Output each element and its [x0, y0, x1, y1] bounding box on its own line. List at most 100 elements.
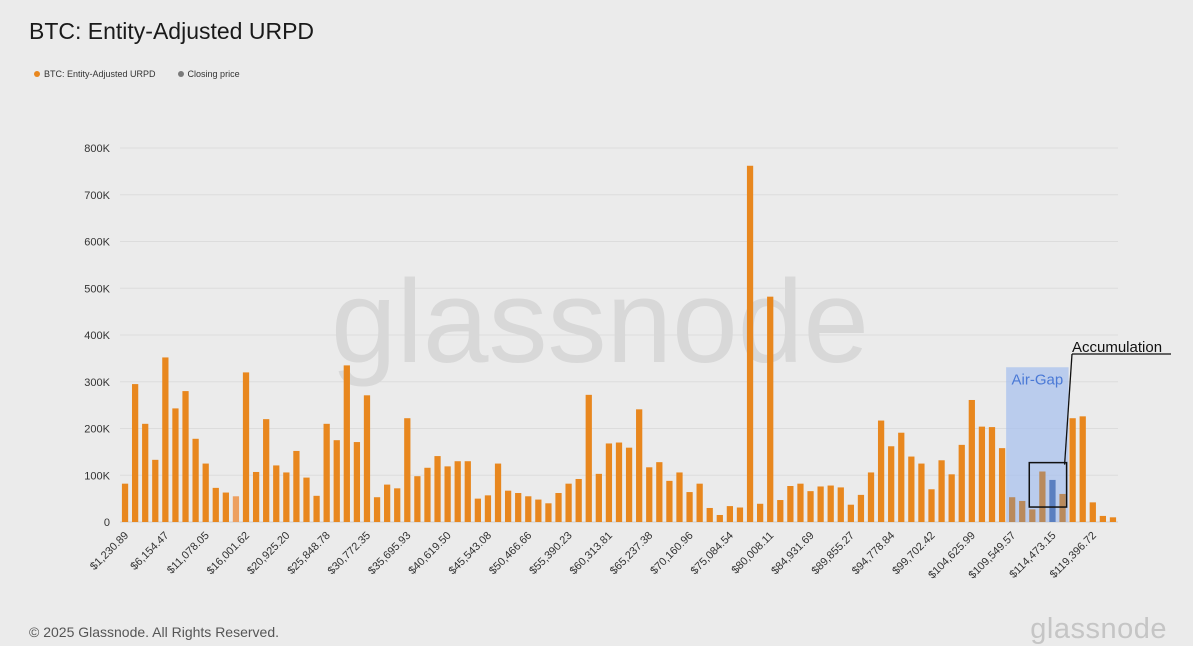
- bar[interactable]: [767, 296, 774, 522]
- bar[interactable]: [515, 493, 522, 522]
- bar[interactable]: [837, 487, 844, 522]
- bar[interactable]: [1069, 418, 1076, 522]
- bar[interactable]: [212, 487, 219, 522]
- bar[interactable]: [797, 483, 804, 522]
- bar[interactable]: [222, 492, 229, 522]
- bar[interactable]: [595, 473, 602, 522]
- bar[interactable]: [303, 477, 310, 522]
- bar[interactable]: [162, 357, 169, 522]
- bar[interactable]: [454, 461, 461, 522]
- bar[interactable]: [857, 494, 865, 522]
- bar[interactable]: [585, 394, 592, 522]
- bar[interactable]: [414, 476, 421, 522]
- bar[interactable]: [263, 419, 270, 522]
- bar[interactable]: [928, 489, 935, 522]
- bar[interactable]: [1049, 479, 1056, 522]
- bar[interactable]: [192, 438, 199, 522]
- bar[interactable]: [958, 444, 965, 522]
- bar[interactable]: [242, 372, 250, 522]
- bar[interactable]: [373, 497, 381, 522]
- bar[interactable]: [706, 507, 713, 522]
- bar[interactable]: [363, 395, 371, 522]
- bar[interactable]: [545, 503, 552, 522]
- bar[interactable]: [827, 485, 834, 522]
- bar[interactable]: [807, 491, 814, 522]
- bar[interactable]: [817, 486, 824, 522]
- bar[interactable]: [898, 432, 905, 522]
- bar[interactable]: [998, 448, 1006, 522]
- bar[interactable]: [646, 467, 653, 522]
- bar[interactable]: [1029, 509, 1036, 522]
- bar[interactable]: [434, 456, 441, 522]
- bar[interactable]: [625, 447, 633, 522]
- bar[interactable]: [444, 466, 451, 522]
- bar[interactable]: [484, 495, 492, 522]
- bar[interactable]: [1019, 500, 1026, 522]
- bar[interactable]: [202, 463, 209, 522]
- bar[interactable]: [575, 478, 582, 522]
- bar[interactable]: [182, 391, 189, 522]
- bar[interactable]: [464, 461, 471, 522]
- bar[interactable]: [888, 446, 895, 522]
- bar[interactable]: [666, 480, 673, 522]
- bar[interactable]: [404, 418, 411, 522]
- bar[interactable]: [847, 504, 854, 522]
- bar[interactable]: [555, 493, 562, 522]
- bar[interactable]: [777, 500, 784, 522]
- bar[interactable]: [232, 496, 240, 522]
- bar[interactable]: [343, 365, 350, 522]
- bar[interactable]: [746, 165, 754, 522]
- bar[interactable]: [535, 499, 542, 522]
- bar[interactable]: [504, 490, 512, 522]
- bar[interactable]: [605, 443, 613, 522]
- bar[interactable]: [565, 483, 572, 522]
- bar[interactable]: [293, 450, 300, 522]
- bar[interactable]: [121, 483, 129, 522]
- bar[interactable]: [252, 471, 260, 522]
- bar[interactable]: [686, 492, 693, 522]
- bar[interactable]: [978, 426, 986, 522]
- bar[interactable]: [1079, 416, 1086, 522]
- bar[interactable]: [656, 462, 663, 522]
- bar[interactable]: [787, 486, 794, 522]
- bar[interactable]: [323, 423, 330, 522]
- bar[interactable]: [1059, 493, 1066, 522]
- bar[interactable]: [757, 503, 764, 522]
- bar[interactable]: [131, 384, 139, 522]
- bar[interactable]: [948, 474, 955, 522]
- bar[interactable]: [172, 408, 179, 522]
- bar[interactable]: [313, 495, 320, 522]
- bar[interactable]: [424, 467, 431, 522]
- bar[interactable]: [474, 498, 481, 522]
- bar[interactable]: [615, 442, 623, 522]
- bar[interactable]: [1099, 515, 1107, 522]
- bar[interactable]: [1039, 471, 1046, 522]
- bar[interactable]: [525, 496, 532, 522]
- bar[interactable]: [1109, 517, 1117, 522]
- bar[interactable]: [867, 472, 875, 522]
- bar[interactable]: [636, 409, 643, 522]
- legend-item-urpd[interactable]: BTC: Entity-Adjusted URPD: [34, 69, 156, 79]
- bar[interactable]: [1009, 497, 1016, 522]
- bar[interactable]: [736, 507, 744, 522]
- bar[interactable]: [716, 514, 723, 522]
- legend-item-closing-price[interactable]: Closing price: [177, 69, 240, 79]
- bar[interactable]: [968, 399, 975, 522]
- bar[interactable]: [1089, 502, 1096, 522]
- bar[interactable]: [877, 420, 885, 522]
- bar[interactable]: [726, 506, 734, 522]
- bar[interactable]: [384, 484, 391, 522]
- bar[interactable]: [676, 472, 683, 522]
- bar[interactable]: [918, 463, 925, 522]
- bar[interactable]: [353, 442, 361, 522]
- bar[interactable]: [908, 456, 915, 522]
- bar[interactable]: [273, 465, 280, 522]
- bar[interactable]: [938, 460, 945, 522]
- bar[interactable]: [988, 427, 996, 522]
- bar[interactable]: [494, 463, 502, 522]
- bar[interactable]: [142, 423, 149, 522]
- bar[interactable]: [152, 459, 159, 522]
- bar[interactable]: [333, 440, 340, 522]
- bar[interactable]: [696, 483, 703, 522]
- bar[interactable]: [394, 488, 401, 522]
